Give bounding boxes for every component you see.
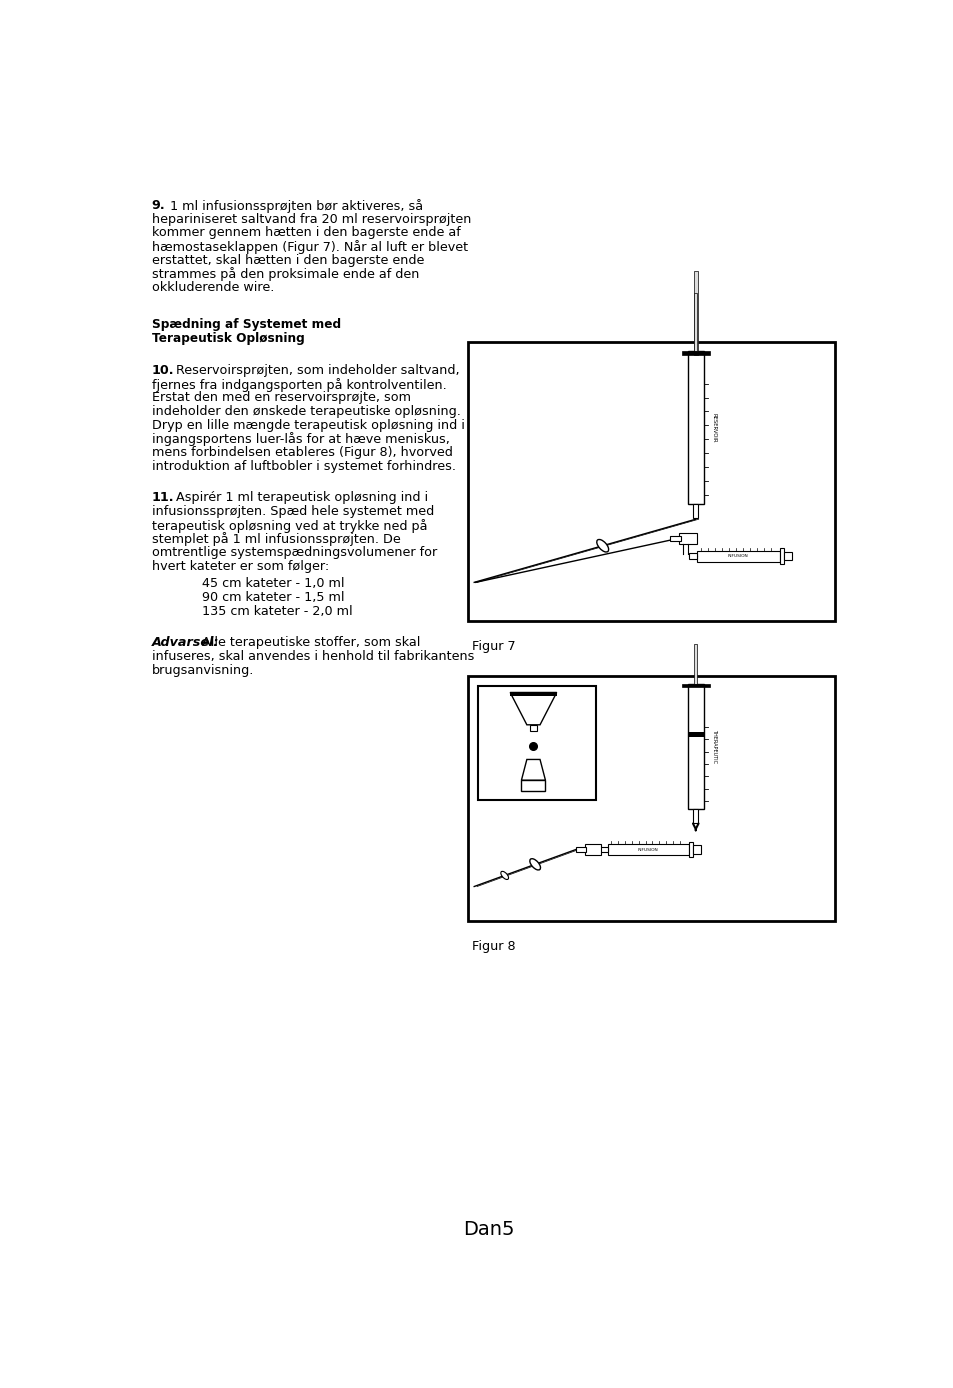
Text: Advarsel:: Advarsel:: [152, 636, 219, 650]
Ellipse shape: [529, 859, 540, 870]
Text: terapeutisk opløsning ved at trykke ned på: terapeutisk opløsning ved at trykke ned …: [152, 519, 427, 533]
Text: ingangsportens luer-lås for at hæve meniskus,: ingangsportens luer-lås for at hæve meni…: [152, 433, 449, 447]
Text: 9.: 9.: [152, 198, 165, 212]
Bar: [510, 693, 557, 695]
Bar: [584, 844, 600, 855]
Text: Erstat den med en reservoirsprøjte, som: Erstat den med en reservoirsprøjte, som: [152, 391, 411, 404]
Text: hæmostaseklappen (Figur 7). Når al luft er blevet: hæmostaseklappen (Figur 7). Når al luft …: [152, 240, 467, 254]
Text: Terapeutisk Opløsning: Terapeutisk Opløsning: [152, 332, 304, 344]
Text: Figur 7: Figur 7: [472, 640, 515, 654]
Text: infuseres, skal anvendes i henhold til fabrikantens: infuseres, skal anvendes i henhold til f…: [152, 650, 474, 663]
Bar: [693, 272, 697, 355]
Bar: [783, 552, 791, 561]
Text: 11.: 11.: [152, 491, 174, 504]
Text: kommer gennem hætten i den bagerste ende af: kommer gennem hætten i den bagerste ende…: [152, 226, 460, 239]
Bar: [669, 536, 680, 541]
Bar: [692, 845, 700, 854]
Polygon shape: [521, 759, 545, 780]
Text: Aspirér 1 ml terapeutisk opløsning ind i: Aspirér 1 ml terapeutisk opløsning ind i: [175, 491, 428, 504]
Text: 135 cm kateter - 2,0 ml: 135 cm kateter - 2,0 ml: [202, 605, 353, 618]
Bar: [576, 847, 585, 852]
Text: Figur 8: Figur 8: [472, 941, 515, 954]
Bar: [696, 551, 780, 562]
Bar: [692, 504, 698, 518]
Text: INFUSION: INFUSION: [727, 554, 748, 558]
Text: INFUSION: INFUSION: [638, 848, 658, 852]
Text: Dan5: Dan5: [463, 1220, 514, 1239]
Bar: [694, 644, 697, 684]
Bar: [468, 341, 835, 620]
Text: RESERVOIR: RESERVOIR: [710, 412, 716, 443]
Text: fjernes fra indgangsporten på kontrolventilen.: fjernes fra indgangsporten på kontrolven…: [152, 378, 446, 391]
Bar: [780, 548, 783, 564]
Text: hepariniseret saltvand fra 20 ml reservoirsprøjten: hepariniseret saltvand fra 20 ml reservo…: [152, 212, 471, 226]
Text: 10.: 10.: [152, 364, 174, 376]
Bar: [688, 843, 692, 858]
Text: introduktion af luftbobler i systemet forhindres.: introduktion af luftbobler i systemet fo…: [152, 459, 456, 473]
Bar: [687, 731, 703, 737]
Text: 45 cm kateter - 1,0 ml: 45 cm kateter - 1,0 ml: [202, 577, 344, 590]
Text: brugsanvisning.: brugsanvisning.: [152, 663, 253, 676]
Text: strammes på den proksimale ende af den: strammes på den proksimale ende af den: [152, 268, 418, 282]
Text: hvert kateter er som følger:: hvert kateter er som følger:: [152, 559, 329, 573]
Text: okkluderende wire.: okkluderende wire.: [152, 282, 274, 294]
Bar: [694, 293, 697, 351]
Ellipse shape: [500, 872, 508, 880]
Text: Alle terapeutiske stoffer, som skal: Alle terapeutiske stoffer, som skal: [198, 636, 420, 650]
Bar: [521, 780, 545, 791]
Bar: [599, 847, 607, 852]
Text: stemplet på 1 ml infusionssprøjten. De: stemplet på 1 ml infusionssprøjten. De: [152, 533, 400, 547]
Bar: [692, 809, 698, 823]
Text: 1 ml infusionssprøjten bør aktiveres, så: 1 ml infusionssprøjten bør aktiveres, så: [170, 198, 422, 212]
Bar: [477, 686, 596, 801]
Bar: [468, 676, 835, 922]
Text: Spædning af Systemet med: Spædning af Systemet med: [152, 318, 340, 330]
Text: mens forbindelsen etableres (Figur 8), hvorved: mens forbindelsen etableres (Figur 8), h…: [152, 446, 453, 459]
Bar: [687, 684, 703, 809]
Text: Dryp en lille mængde terapeutisk opløsning ind i: Dryp en lille mængde terapeutisk opløsni…: [152, 419, 464, 432]
Bar: [687, 351, 702, 504]
Bar: [681, 351, 709, 355]
Bar: [530, 725, 537, 731]
Text: erstattet, skal hætten i den bagerste ende: erstattet, skal hætten i den bagerste en…: [152, 254, 424, 266]
Text: indeholder den ønskede terapeutiske opløsning.: indeholder den ønskede terapeutiske oplø…: [152, 405, 460, 418]
Text: THERAPEUTIC: THERAPEUTIC: [712, 729, 717, 763]
Bar: [681, 684, 709, 687]
Ellipse shape: [597, 540, 608, 552]
Bar: [679, 533, 696, 544]
Bar: [688, 554, 696, 559]
Polygon shape: [510, 693, 557, 725]
Bar: [607, 844, 688, 855]
Text: omtrentlige systemspædningsvolumener for: omtrentlige systemspædningsvolumener for: [152, 545, 436, 559]
Text: infusionssprøjten. Spæd hele systemet med: infusionssprøjten. Spæd hele systemet me…: [152, 505, 434, 518]
Text: Reservoirsprøjten, som indeholder saltvand,: Reservoirsprøjten, som indeholder saltva…: [175, 364, 459, 376]
Text: 90 cm kateter - 1,5 ml: 90 cm kateter - 1,5 ml: [202, 591, 344, 604]
